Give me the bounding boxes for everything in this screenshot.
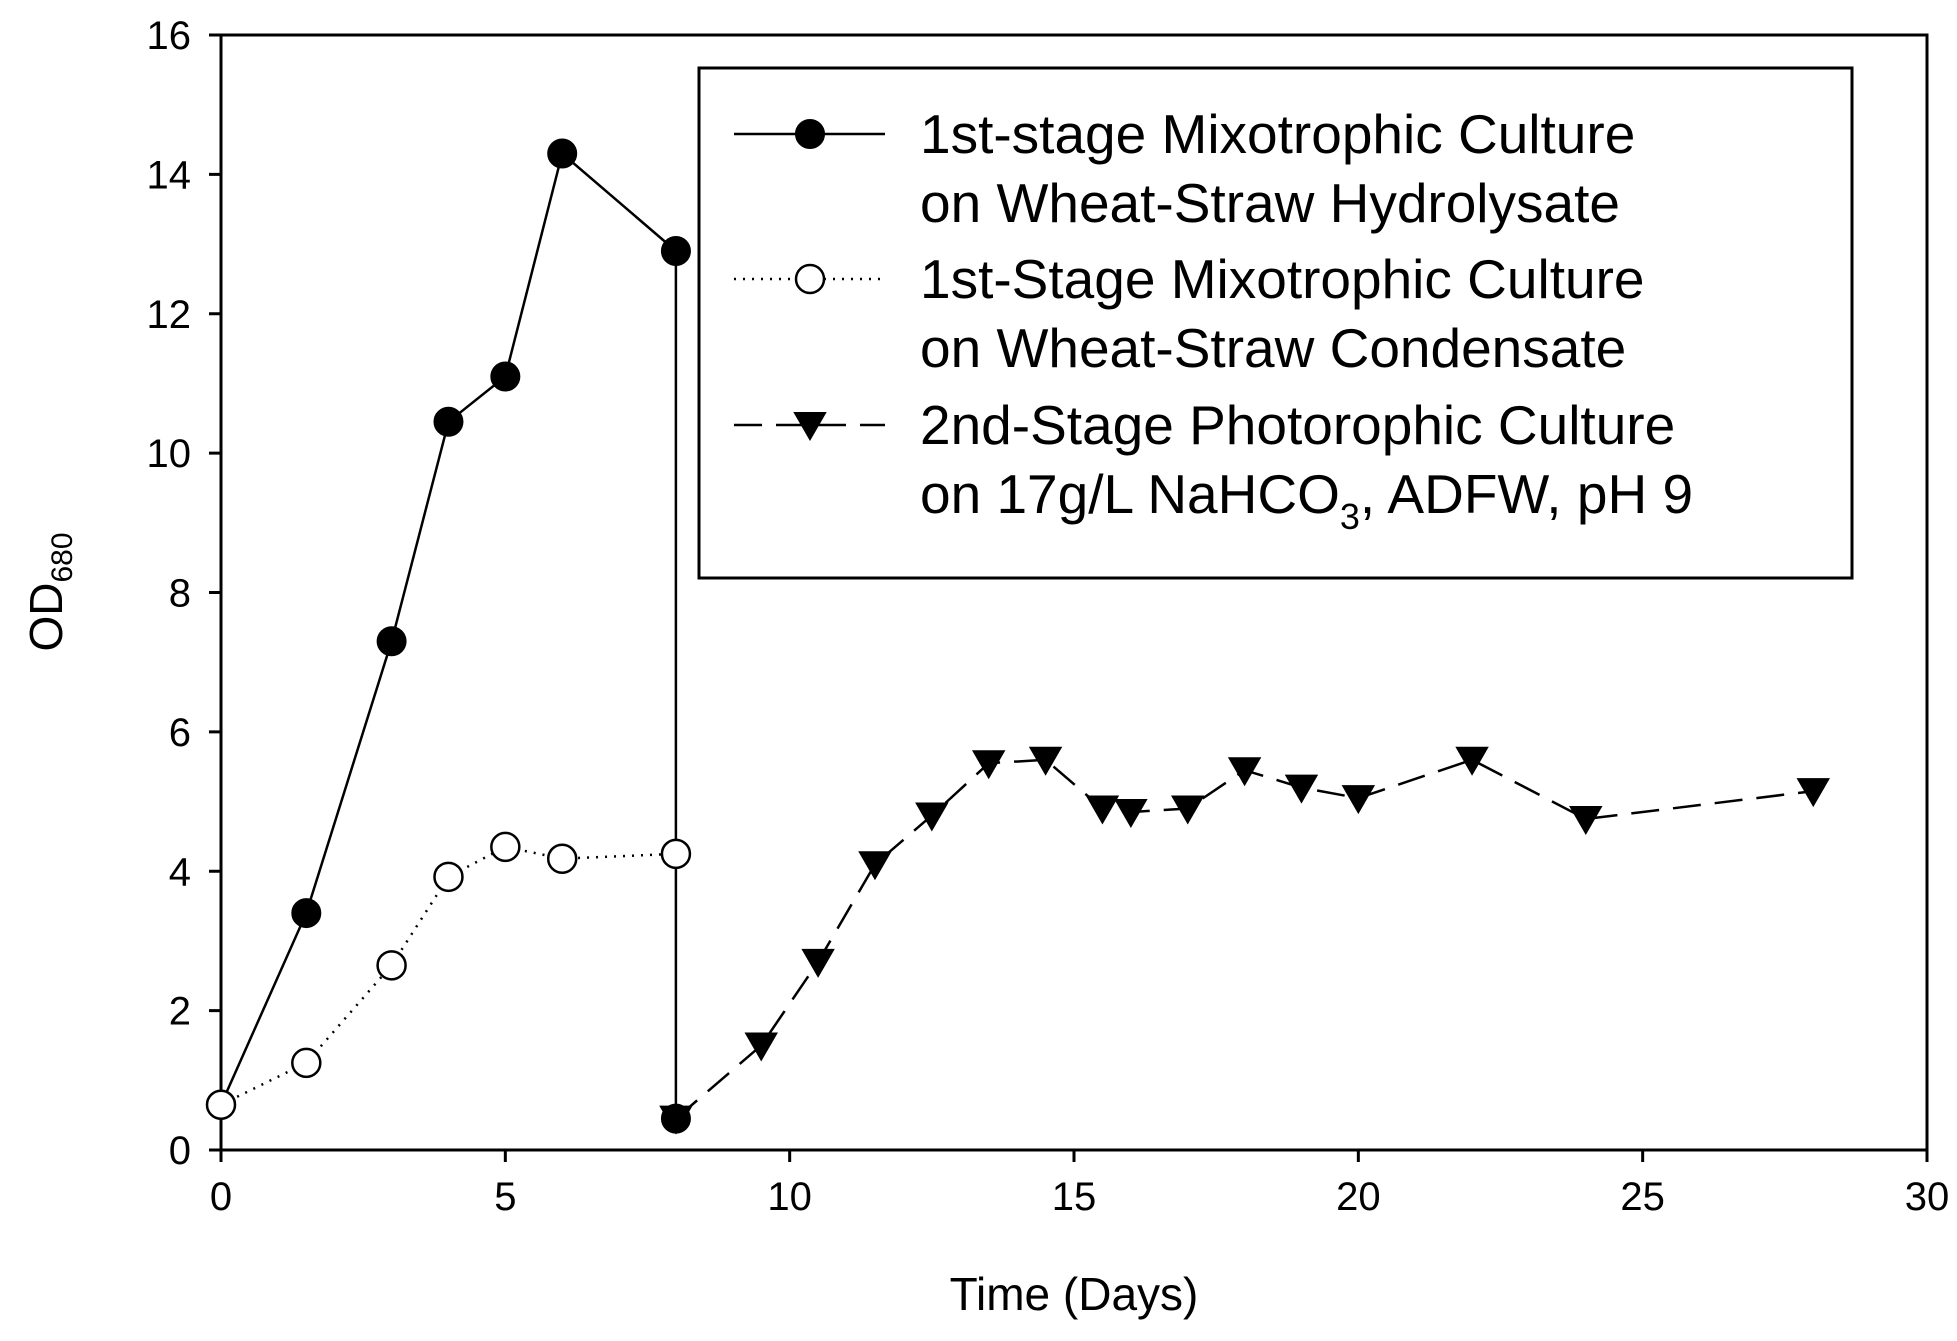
x-tick-label: 20 — [1336, 1175, 1381, 1219]
y-tick-label: 2 — [169, 990, 191, 1034]
point-photorophic — [1227, 757, 1262, 787]
y-tick-label: 14 — [147, 153, 192, 197]
x-tick-label: 30 — [1905, 1175, 1950, 1219]
point-hydrolysate — [547, 138, 578, 169]
point-photorophic — [915, 802, 949, 832]
legend-entry-hydrolysate: 1st-stage Mixotrophic Culture on Wheat-S… — [734, 103, 1635, 234]
series-lines — [219, 151, 1814, 1120]
point-condensate — [490, 831, 521, 863]
y-tick-label: 0 — [169, 1129, 191, 1173]
legend-label-photorophic-line1: 2nd-Stage Photorophic Culture — [920, 394, 1675, 456]
point-hydrolysate — [376, 626, 407, 657]
legend-entry-photorophic: 2nd-Stage Photorophic Culture on 17g/L N… — [734, 394, 1693, 537]
legend-label-photorophic-line2: on 17g/L NaHCO3, ADFW, pH 9 — [920, 463, 1693, 537]
x-axis: 0 5 10 15 20 25 30 — [210, 1150, 1949, 1219]
point-photorophic — [1085, 795, 1120, 825]
point-photorophic — [1455, 746, 1489, 776]
y-tick-label: 16 — [147, 14, 192, 58]
point-hydrolysate — [291, 898, 322, 929]
point-photorophic — [801, 948, 835, 978]
point-photorophic — [1284, 774, 1319, 804]
legend-label-photorophic-suffix: , ADFW, pH 9 — [1360, 463, 1693, 525]
legend-marker-condensate — [794, 263, 826, 295]
y-axis-title-main: OD — [20, 583, 72, 652]
x-tick-label: 10 — [767, 1175, 812, 1219]
legend-marker-hydrolysate — [795, 119, 825, 149]
series-line-0 — [219, 151, 678, 1119]
y-axis-title-subscript: 680 — [46, 532, 79, 582]
legend-entry-condensate: 1st-Stage Mixotrophic Culture on Wheat-S… — [734, 248, 1644, 379]
legend-marker-photorophic — [793, 412, 827, 442]
point-photorophic — [744, 1032, 778, 1062]
legend-label-hydrolysate-line1: 1st-stage Mixotrophic Culture — [920, 103, 1635, 165]
point-hydrolysate — [490, 361, 521, 392]
point-photorophic — [971, 750, 1006, 780]
point-photorophic — [1171, 795, 1205, 825]
y-tick-label: 10 — [147, 432, 192, 476]
y-tick-label: 4 — [169, 850, 191, 894]
y-tick-label: 6 — [169, 711, 191, 755]
y-tick-label: 8 — [169, 572, 191, 616]
point-hydrolysate — [660, 236, 691, 267]
legend-label-condensate-line1: 1st-Stage Mixotrophic Culture — [920, 248, 1644, 310]
point-hydrolysate — [433, 406, 464, 437]
legend-label-hydrolysate-line2: on Wheat-Straw Hydrolysate — [920, 172, 1620, 234]
point-condensate — [660, 838, 692, 870]
point-condensate — [376, 950, 407, 981]
y-tick-label: 12 — [147, 293, 192, 337]
x-tick-label: 15 — [1052, 1175, 1097, 1219]
point-photorophic — [1114, 799, 1148, 829]
x-tick-label: 5 — [494, 1175, 516, 1219]
point-condensate — [546, 843, 578, 874]
point-photorophic — [659, 1105, 693, 1135]
legend-label-photorophic-subscript: 3 — [1340, 496, 1360, 537]
legend-label-photorophic-main: on 17g/L NaHCO — [920, 463, 1340, 525]
legend: 1st-stage Mixotrophic Culture on Wheat-S… — [697, 66, 1854, 580]
point-photorophic — [1796, 778, 1830, 808]
point-condensate — [291, 1047, 322, 1079]
point-condensate — [205, 1089, 237, 1120]
point-photorophic — [858, 851, 892, 881]
x-tick-label: 0 — [210, 1175, 232, 1219]
point-photorophic — [1028, 746, 1063, 776]
point-photorophic — [1341, 785, 1376, 815]
point-condensate — [433, 861, 464, 893]
legend-label-condensate-line2: on Wheat-Straw Condensate — [920, 317, 1626, 379]
point-photorophic — [1569, 805, 1603, 835]
series-line-2 — [675, 758, 1814, 1120]
x-tick-label: 25 — [1620, 1175, 1665, 1219]
y-axis: 0 2 4 6 8 10 12 14 16 — [147, 14, 221, 1173]
series-markers — [205, 138, 1830, 1135]
x-axis-title: Time (Days) — [950, 1268, 1199, 1320]
y-axis-title: OD680 — [20, 532, 79, 651]
legend-box — [697, 66, 1854, 580]
